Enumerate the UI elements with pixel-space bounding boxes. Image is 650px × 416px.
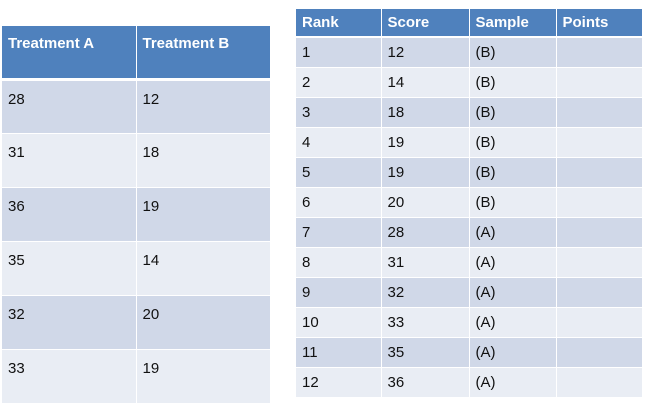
sample-cell: (A) — [469, 247, 557, 278]
table-cell: 18 — [136, 133, 271, 188]
rank-cell: 7 — [296, 217, 382, 248]
header-sample: Sample — [469, 9, 557, 38]
score-cell: 35 — [381, 337, 470, 368]
table-cell: 32 — [2, 295, 137, 350]
points-cell — [556, 97, 643, 128]
table-row: 7 28 (A) — [296, 217, 643, 248]
table-row: 1 12 (B) — [296, 37, 643, 68]
points-cell — [556, 187, 643, 218]
table-row: 11 35 (A) — [296, 337, 643, 368]
table-row: 10 33 (A) — [296, 307, 643, 338]
table-row: 5 19 (B) — [296, 157, 643, 188]
table-cell: 14 — [136, 241, 271, 296]
table-row: 36 19 — [2, 187, 271, 242]
header-points: Points — [556, 9, 643, 38]
score-cell: 19 — [381, 157, 470, 188]
points-cell — [556, 217, 643, 248]
rank-cell: 11 — [296, 337, 382, 368]
rank-cell: 4 — [296, 127, 382, 158]
table-row: 9 32 (A) — [296, 277, 643, 308]
points-cell — [556, 157, 643, 188]
score-cell: 28 — [381, 217, 470, 248]
rank-table: Rank Score Sample Points 1 12 (B) 2 14 (… — [296, 9, 643, 398]
table-cell: 19 — [136, 349, 271, 404]
sample-cell: (A) — [469, 337, 557, 368]
sample-cell: (B) — [469, 97, 557, 128]
rank-cell: 12 — [296, 367, 382, 398]
points-cell — [556, 367, 643, 398]
points-cell — [556, 127, 643, 158]
points-cell — [556, 307, 643, 338]
table-row: 12 36 (A) — [296, 367, 643, 398]
table-row: 6 20 (B) — [296, 187, 643, 218]
table-cell: 28 — [2, 79, 137, 134]
score-cell: 19 — [381, 127, 470, 158]
points-cell — [556, 277, 643, 308]
rank-cell: 1 — [296, 37, 382, 68]
sample-cell: (A) — [469, 367, 557, 398]
rank-cell: 5 — [296, 157, 382, 188]
header-rank: Rank — [296, 9, 382, 38]
rank-cell: 10 — [296, 307, 382, 338]
table-row: 35 14 — [2, 241, 271, 296]
table-row: 8 31 (A) — [296, 247, 643, 278]
header-row: Rank Score Sample Points — [296, 9, 643, 38]
score-cell: 33 — [381, 307, 470, 338]
points-cell — [556, 67, 643, 98]
score-cell: 14 — [381, 67, 470, 98]
rank-cell: 3 — [296, 97, 382, 128]
table-row: 4 19 (B) — [296, 127, 643, 158]
header-score: Score — [381, 9, 470, 38]
sample-cell: (A) — [469, 277, 557, 308]
sample-cell: (B) — [469, 187, 557, 218]
score-cell: 12 — [381, 37, 470, 68]
score-cell: 18 — [381, 97, 470, 128]
rank-cell: 2 — [296, 67, 382, 98]
rank-cell: 8 — [296, 247, 382, 278]
header-treatment-a: Treatment A — [2, 26, 137, 81]
header-row: Treatment A Treatment B — [2, 26, 271, 81]
rank-cell: 9 — [296, 277, 382, 308]
table-row: 33 19 — [2, 349, 271, 404]
points-cell — [556, 37, 643, 68]
table-cell: 20 — [136, 295, 271, 350]
sample-cell: (B) — [469, 67, 557, 98]
sample-cell: (B) — [469, 127, 557, 158]
sample-cell: (A) — [469, 307, 557, 338]
table-cell: 12 — [136, 79, 271, 134]
score-cell: 31 — [381, 247, 470, 278]
score-cell: 32 — [381, 277, 470, 308]
score-cell: 36 — [381, 367, 470, 398]
table-cell: 31 — [2, 133, 137, 188]
treatment-table: Treatment A Treatment B 28 12 31 18 36 1… — [2, 26, 271, 404]
table-row: 32 20 — [2, 295, 271, 350]
table-cell: 19 — [136, 187, 271, 242]
header-treatment-b: Treatment B — [136, 26, 271, 81]
table-row: 28 12 — [2, 79, 271, 134]
score-cell: 20 — [381, 187, 470, 218]
table-row: 2 14 (B) — [296, 67, 643, 98]
table-cell: 36 — [2, 187, 137, 242]
table-row: 3 18 (B) — [296, 97, 643, 128]
sample-cell: (B) — [469, 157, 557, 188]
sample-cell: (B) — [469, 37, 557, 68]
table-cell: 33 — [2, 349, 137, 404]
rank-cell: 6 — [296, 187, 382, 218]
table-cell: 35 — [2, 241, 137, 296]
sample-cell: (A) — [469, 217, 557, 248]
points-cell — [556, 337, 643, 368]
points-cell — [556, 247, 643, 278]
table-row: 31 18 — [2, 133, 271, 188]
